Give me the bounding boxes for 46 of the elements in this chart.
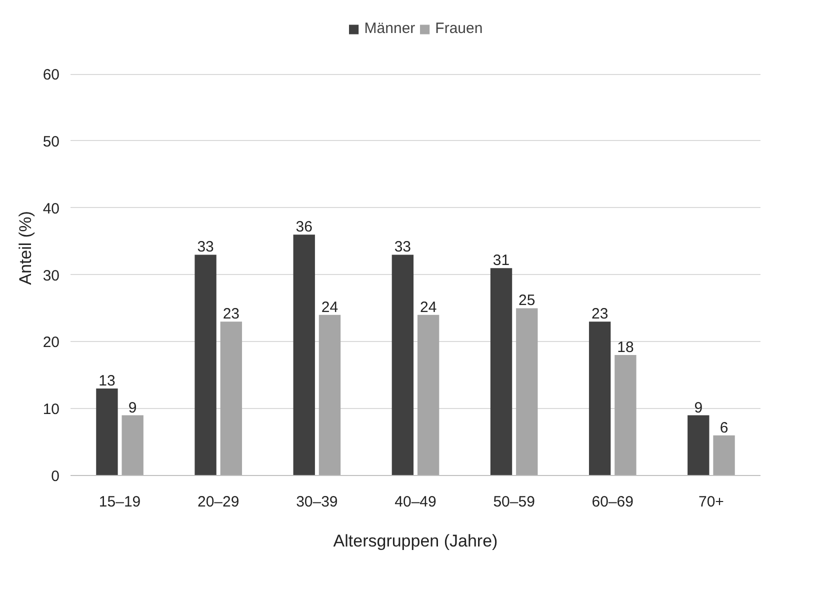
data-label: 36 (296, 218, 312, 236)
bar (96, 388, 118, 476)
bar (220, 322, 242, 476)
y-axis-title: Anteil (%) (16, 211, 35, 285)
bar (417, 314, 440, 476)
data-label: 23 (222, 306, 240, 323)
data-label: 33 (197, 238, 214, 256)
x-tick-label: 30–39 (296, 494, 338, 510)
bar (293, 234, 315, 476)
x-tick-label: 60–69 (592, 494, 634, 510)
legend-label: Männer (364, 20, 416, 37)
x-tick-label: 70+ (698, 494, 724, 510)
bar (516, 308, 538, 476)
data-label: 25 (518, 292, 536, 310)
data-label: 24 (420, 298, 437, 316)
data-label: 18 (617, 339, 634, 356)
y-tick-label: 40 (42, 200, 60, 218)
data-label: 33 (394, 238, 412, 256)
data-label: 24 (321, 298, 338, 316)
bar (588, 322, 611, 476)
bar (194, 254, 216, 476)
data-label: 6 (720, 419, 728, 436)
data-label: 13 (98, 372, 116, 390)
data-label: 9 (128, 399, 137, 416)
bar (713, 435, 735, 476)
bar (318, 314, 341, 476)
data-label: 31 (492, 252, 510, 270)
bar (122, 415, 144, 476)
x-tick-label: 20–29 (198, 494, 240, 510)
bar (688, 415, 710, 476)
y-tick-label: 0 (51, 468, 60, 485)
bar (392, 254, 414, 476)
bar (490, 268, 512, 476)
x-tick-label: 15–19 (98, 494, 141, 510)
data-label: 9 (694, 399, 703, 416)
x-tick-label: 50–59 (493, 494, 535, 510)
y-tick-label: 30 (42, 267, 60, 284)
x-tick-label: 40–49 (394, 494, 436, 510)
y-tick-label: 20 (42, 334, 60, 352)
y-tick-label: 10 (42, 401, 60, 418)
y-tick-label: 60 (42, 66, 60, 84)
x-axis-title: Altersgruppen (Jahre) (333, 532, 498, 550)
y-tick-label: 50 (42, 133, 60, 150)
data-label: 23 (591, 306, 608, 323)
legend-label: Frauen (435, 20, 483, 37)
bar (614, 355, 636, 476)
